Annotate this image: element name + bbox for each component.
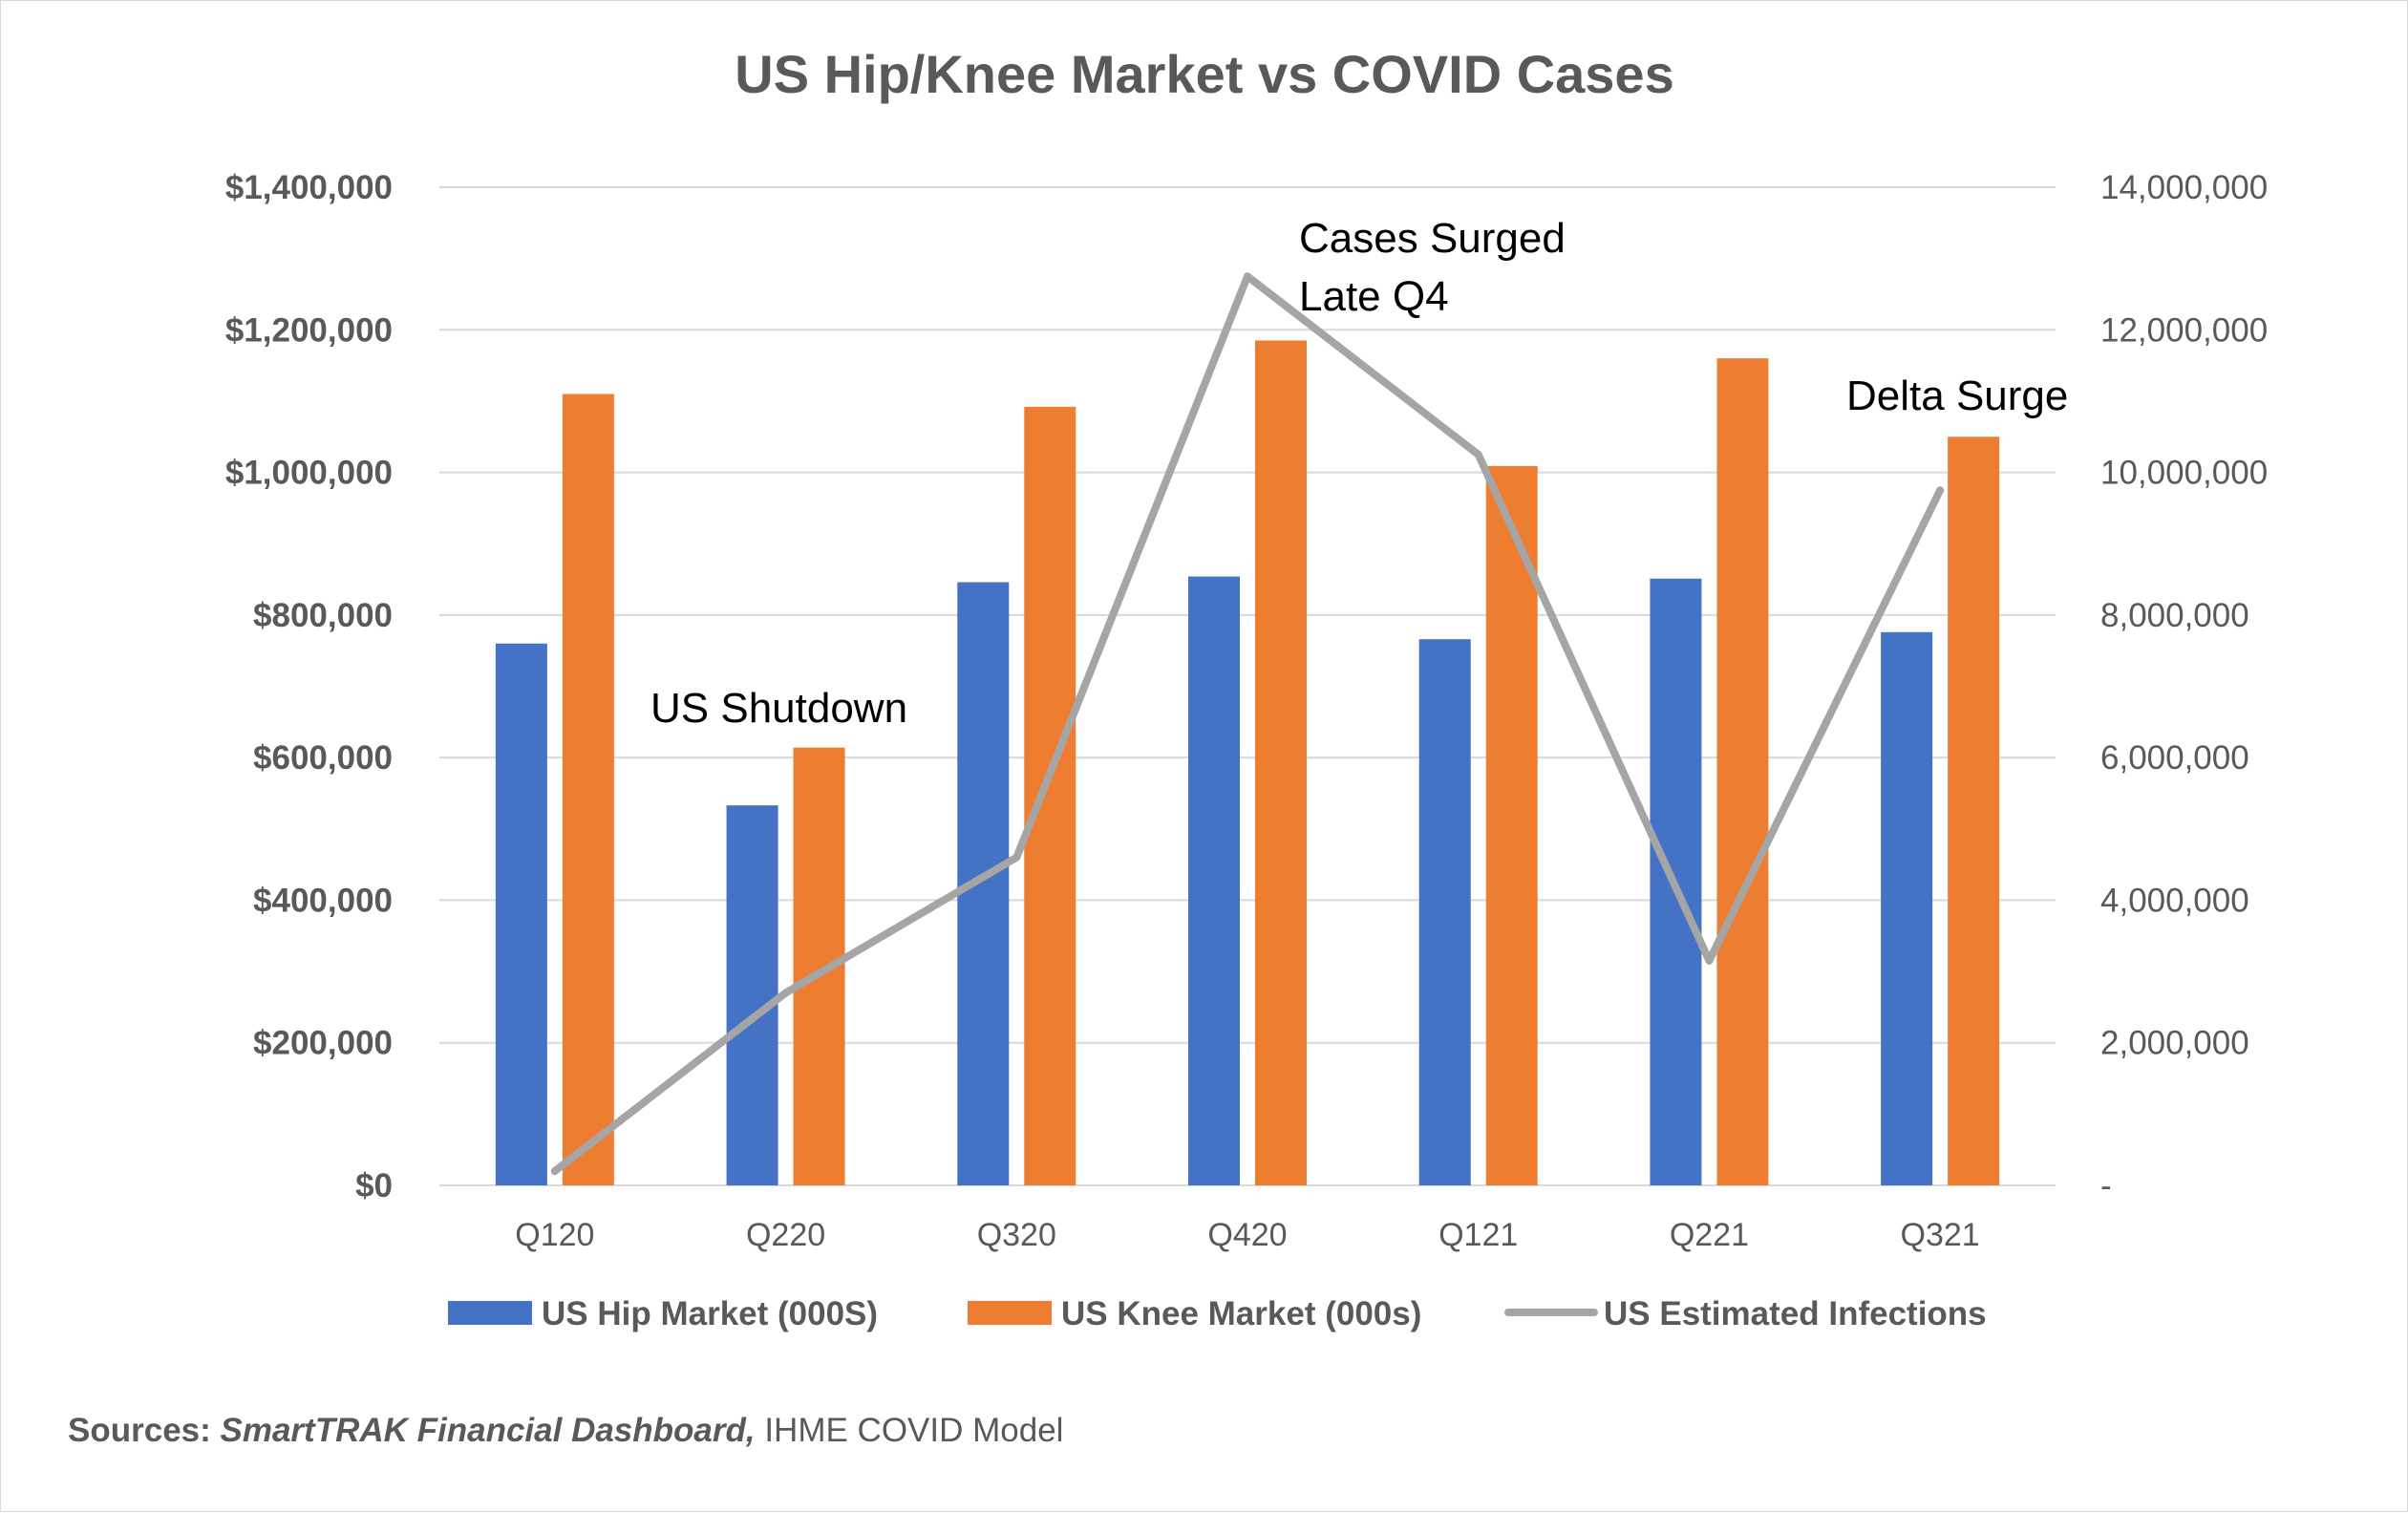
infections-point-q220 <box>781 989 790 997</box>
right-tick-label: - <box>2100 1167 2112 1204</box>
right-tick-label: 8,000,000 <box>2100 597 2249 634</box>
left-tick-label: $1,200,000 <box>225 311 393 349</box>
left-axis-ticks: $0 $200,000 $400,000 $600,000 $800,000 $1,000… <box>225 169 393 1204</box>
infections-point-q321 <box>1936 486 1945 495</box>
category-label: Q420 <box>1207 1217 1287 1253</box>
category-label: Q120 <box>515 1217 594 1253</box>
bar-knee-q321 <box>1948 437 2000 1185</box>
annotation-cases-surged-line2: Late Q4 <box>1299 273 1449 320</box>
bars <box>495 340 2000 1186</box>
category-label: Q321 <box>1901 1217 1980 1253</box>
left-tick-label: $400,000 <box>253 882 393 919</box>
bar-knee-q320 <box>1024 406 1076 1185</box>
annotation-cases-surged-line1: Cases Surged <box>1299 215 1566 262</box>
infections-point-q420 <box>1244 272 1251 281</box>
bar-hip-q420 <box>1188 576 1240 1185</box>
right-tick-label: 10,000,000 <box>2100 455 2268 492</box>
legend-label-hip: US Hip Market (000S) <box>542 1295 878 1332</box>
source-dashboard: SmartTRAK Financial Dashboard, <box>221 1412 756 1449</box>
right-tick-label: 6,000,000 <box>2100 739 2249 777</box>
chart-title: US Hip/Knee Market vs COVID Cases <box>735 44 1673 104</box>
legend: US Hip Market (000S) US Knee Market (000… <box>448 1295 1987 1332</box>
category-label: Q121 <box>1438 1217 1518 1253</box>
category-label: Q221 <box>1670 1217 1749 1253</box>
infections-line <box>550 272 1945 1176</box>
left-tick-label: $1,000,000 <box>225 455 393 492</box>
right-tick-label: 2,000,000 <box>2100 1025 2249 1062</box>
left-tick-label: $0 <box>355 1167 393 1204</box>
left-tick-label: $200,000 <box>253 1025 393 1062</box>
source-label: Sources: <box>68 1412 221 1449</box>
bar-hip-q121 <box>1418 639 1471 1185</box>
category-labels: Q120 Q220 Q320 Q420 Q121 Q221 Q321 <box>515 1217 1979 1253</box>
category-label: Q220 <box>746 1217 825 1253</box>
infections-point-q120 <box>550 1167 559 1176</box>
legend-swatch-hip <box>448 1301 532 1325</box>
left-tick-label: $600,000 <box>253 739 393 777</box>
legend-swatch-knee <box>968 1301 1052 1325</box>
bar-knee-q121 <box>1485 465 1538 1185</box>
source-model: IHME COVID Model <box>756 1412 1064 1449</box>
right-tick-label: 14,000,000 <box>2100 169 2268 206</box>
annotation-us-shutdown: US Shutdown <box>650 685 907 732</box>
left-tick-label: $800,000 <box>253 597 393 634</box>
right-tick-label: 4,000,000 <box>2100 882 2249 919</box>
source-note: Sources: SmartTRAK Financial Dashboard, … <box>68 1412 1063 1449</box>
infections-point-q121 <box>1474 450 1482 458</box>
bar-hip-q321 <box>1881 631 1933 1185</box>
bar-hip-q220 <box>726 805 778 1185</box>
legend-label-infections: US Estimated Infections <box>1604 1295 1987 1332</box>
right-axis-ticks: - 2,000,000 4,000,000 6,000,000 8,000,000 10,… <box>2100 169 2268 1204</box>
category-label: Q320 <box>977 1217 1056 1253</box>
bar-hip-q120 <box>495 643 547 1185</box>
legend-label-knee: US Knee Market (000s) <box>1061 1295 1421 1332</box>
bar-knee-q420 <box>1255 340 1307 1185</box>
gridlines <box>439 186 2056 1186</box>
infections-point-q320 <box>1012 853 1021 862</box>
left-tick-label: $1,400,000 <box>225 169 393 206</box>
annotation-delta-surge: Delta Surge <box>1846 373 2068 419</box>
bar-knee-q221 <box>1716 358 1769 1186</box>
bar-knee-q120 <box>562 394 614 1185</box>
infections-point-q221 <box>1705 956 1714 965</box>
right-tick-label: 12,000,000 <box>2100 311 2268 349</box>
